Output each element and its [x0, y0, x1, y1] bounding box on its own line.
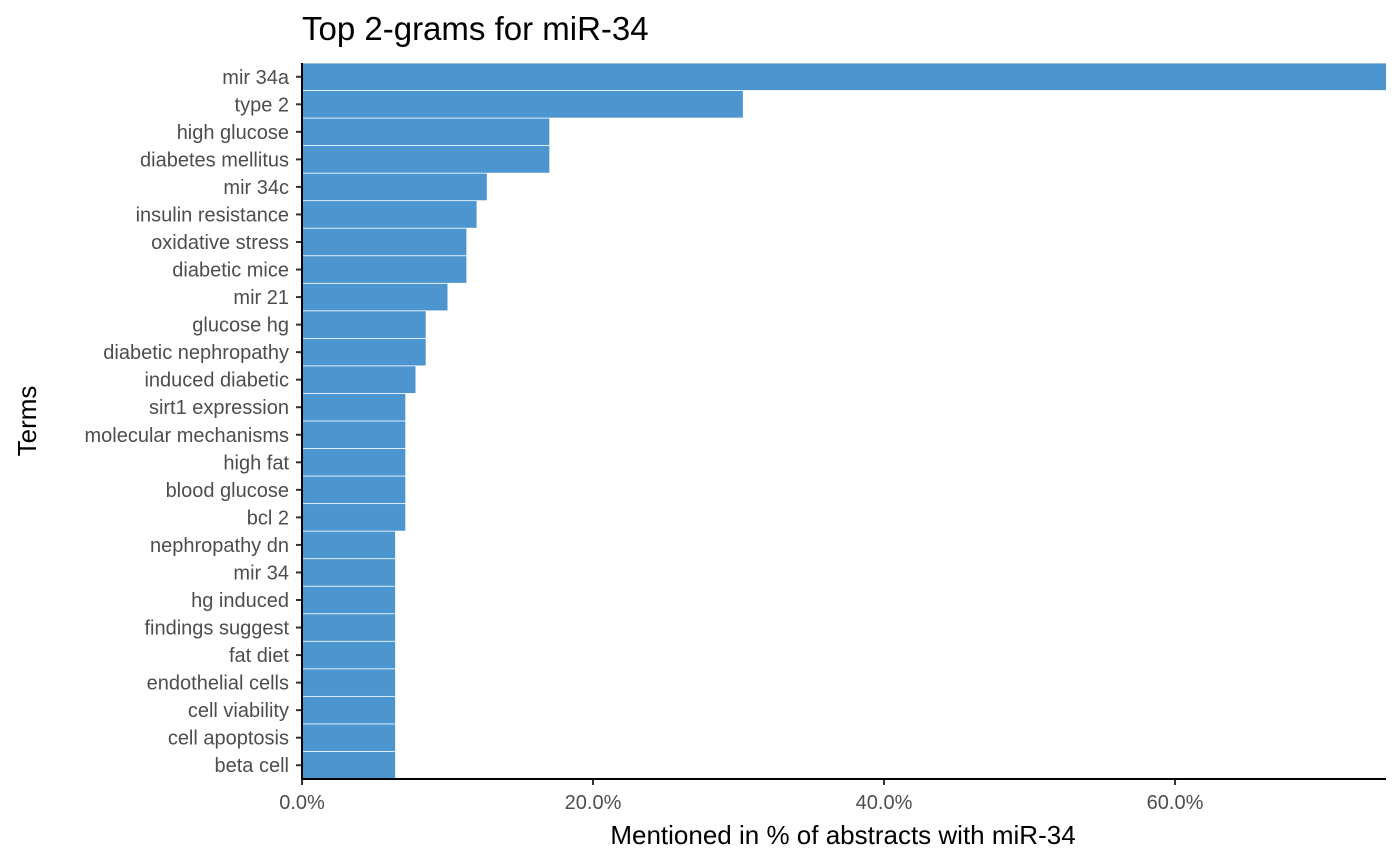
bar-blood-glucose	[302, 476, 406, 504]
bar-mir-34c	[302, 173, 487, 201]
y-tick-label: diabetic mice	[172, 260, 289, 282]
y-tick-label: mir 34a	[222, 67, 290, 89]
bar-cell-viability	[302, 696, 396, 724]
bar-diabetic-nephropathy	[302, 338, 426, 366]
bar-sirt1-expression	[302, 393, 406, 421]
y-tick-label: mir 34	[233, 562, 289, 584]
bar-endothelial-cells	[302, 669, 396, 696]
y-axis-title: Terms	[12, 386, 42, 457]
bar-molecular-mechanisms	[302, 421, 406, 449]
y-tick-label: diabetic nephropathy	[103, 342, 289, 364]
bar-bcl-2	[302, 504, 406, 531]
x-axis-ticks: 0.0% 20.0% 40.0% 60.0%	[279, 779, 1204, 814]
y-tick-label: high fat	[223, 452, 289, 474]
x-axis-title: Mentioned in % of abstracts with miR-34	[610, 820, 1075, 850]
y-tick-label: nephropathy dn	[150, 535, 289, 557]
bar-induced-diabetic	[302, 366, 416, 394]
bar-fat-diet	[302, 641, 396, 669]
bar-findings-suggest	[302, 614, 396, 641]
x-tick-label: 0.0%	[279, 792, 325, 814]
chart-title: Top 2-grams for miR-34	[302, 10, 649, 47]
bar-mir-34	[302, 559, 396, 586]
y-tick-label: high glucose	[177, 122, 289, 144]
y-tick-label: blood glucose	[166, 480, 289, 502]
bar-diabetic-mice	[302, 256, 467, 283]
y-tick-label: molecular mechanisms	[84, 425, 289, 447]
y-tick-label: cell viability	[188, 700, 289, 722]
bar-hg-induced	[302, 586, 396, 614]
bar-mir-21	[302, 283, 448, 311]
y-tick-label: findings suggest	[144, 618, 289, 640]
bar-oxidative-stress	[302, 228, 467, 256]
y-tick-label: mir 21	[233, 287, 289, 309]
bar-diabetes-mellitus	[302, 146, 550, 173]
y-tick-label: type 2	[235, 94, 289, 116]
bar-high-fat	[302, 448, 406, 476]
y-tick-label: fat diet	[229, 645, 289, 667]
bar-insulin-resistance	[302, 201, 477, 228]
y-tick-label: endothelial cells	[147, 673, 289, 695]
bar-mir-34a	[302, 63, 1386, 91]
bar-glucose-hg	[302, 311, 426, 338]
y-tick-label: cell apoptosis	[168, 728, 289, 750]
y-axis-ticks: mir 34a type 2 high glucose diabetes mellit…	[84, 67, 302, 777]
y-tick-label: insulin resistance	[136, 204, 289, 226]
y-tick-label: oxidative stress	[151, 232, 289, 254]
bar-cell-apoptosis	[302, 724, 396, 752]
bar-beta-cell	[302, 751, 396, 779]
y-tick-label: mir 34c	[223, 177, 289, 199]
y-tick-label: hg induced	[191, 590, 289, 612]
x-tick-label: 40.0%	[856, 792, 913, 814]
bar-type-2	[302, 90, 743, 118]
x-tick-label: 60.0%	[1147, 792, 1204, 814]
y-tick-label: diabetes mellitus	[140, 149, 289, 171]
bar-high-glucose	[302, 118, 550, 146]
bar-nephropathy-dn	[302, 531, 396, 559]
x-tick-label: 20.0%	[565, 792, 622, 814]
y-tick-label: bcl 2	[247, 507, 289, 529]
y-tick-label: glucose hg	[192, 315, 289, 337]
y-tick-label: sirt1 expression	[149, 397, 289, 419]
y-tick-label: induced diabetic	[144, 370, 289, 392]
y-tick-label: beta cell	[215, 755, 290, 777]
bars-layer	[302, 63, 1386, 779]
